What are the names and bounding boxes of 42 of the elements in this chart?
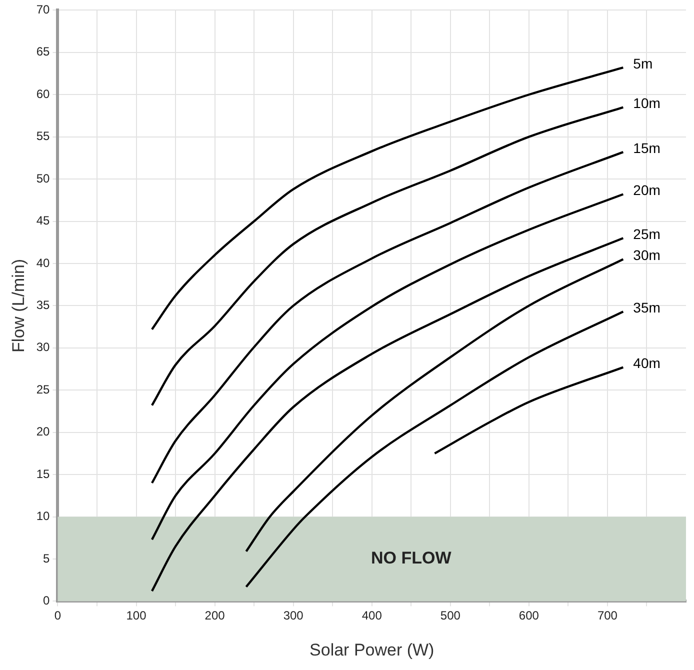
y-tick-label: 65	[36, 44, 50, 59]
y-tick-label: 30	[36, 340, 50, 354]
band-label: NO FLOW	[371, 548, 452, 568]
y-axis-title: Flow (L/min)	[8, 258, 28, 352]
series-label: 25m	[633, 226, 660, 242]
series-label: 40m	[633, 355, 660, 372]
x-tick-label: 200	[204, 608, 226, 623]
line-series	[245, 310, 624, 588]
y-tick-label: 50	[36, 171, 50, 186]
y-tick-label: 40	[36, 256, 50, 270]
y-tick-label: 20	[36, 424, 50, 439]
series-label: 10m	[633, 95, 660, 112]
x-tick-label: 0	[54, 608, 62, 623]
y-tick-label: 0	[43, 594, 50, 608]
line-series	[245, 258, 624, 552]
line-series	[150, 237, 624, 592]
y-tick-label: 60	[36, 86, 50, 101]
series-label: 20m	[633, 182, 660, 198]
y-tick-label: 55	[36, 129, 50, 144]
y-tick-label: 70	[36, 2, 50, 17]
x-tick-label: 300	[283, 608, 304, 623]
x-tick-label: 100	[126, 608, 147, 623]
y-tick-label: 15	[36, 466, 50, 481]
y-tick-label: 10	[36, 509, 50, 524]
line-series	[150, 150, 624, 484]
line-series	[434, 366, 624, 455]
x-tick-label: 500	[440, 608, 461, 623]
y-tick-label: 25	[36, 382, 50, 396]
x-axis-title: Solar Power (W)	[310, 640, 434, 660]
line-series	[150, 106, 624, 406]
line-series	[150, 66, 624, 330]
series-label: 5m	[633, 55, 653, 72]
series-label: 15m	[633, 140, 660, 156]
series-label: 35m	[633, 299, 660, 316]
y-tick-label: 45	[36, 214, 50, 228]
y-tick-label: 5	[43, 551, 50, 566]
x-tick-label: 400	[362, 608, 382, 623]
x-tick-label: 700	[597, 608, 618, 623]
y-tick-label: 35	[36, 298, 50, 312]
line-series	[150, 193, 624, 541]
series-label: 30m	[633, 247, 660, 264]
x-tick-label: 600	[518, 608, 540, 623]
